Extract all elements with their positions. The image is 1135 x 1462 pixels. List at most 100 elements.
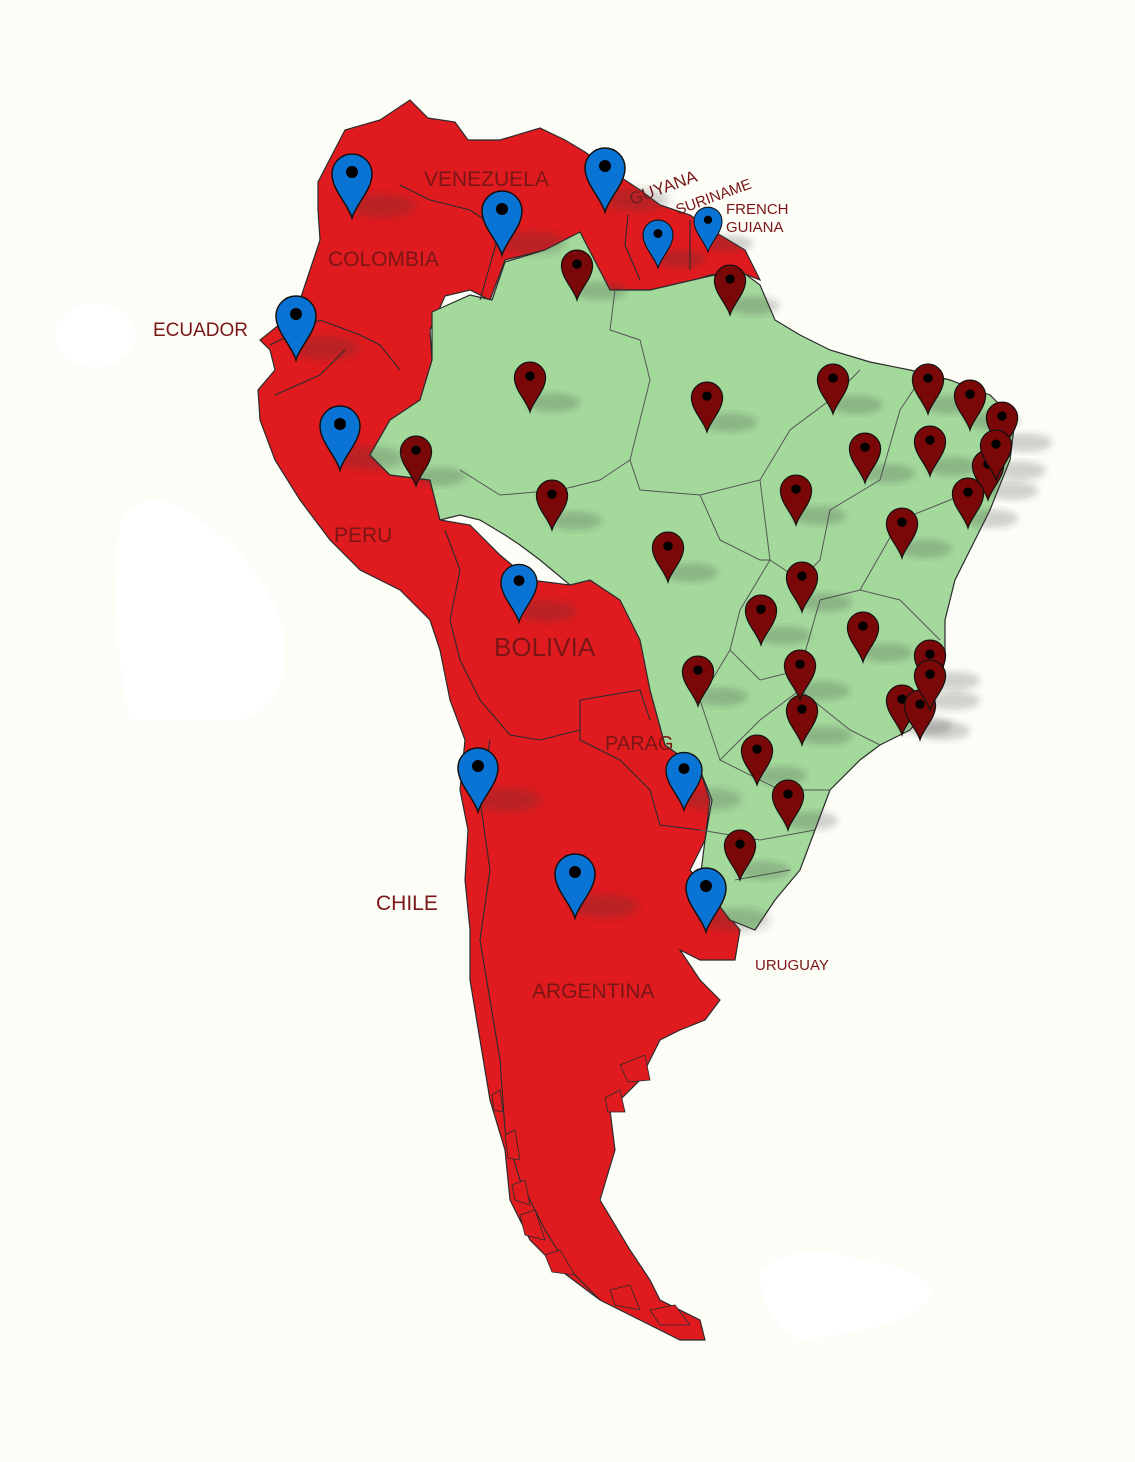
- country-pin-french-guiana[interactable]: [693, 206, 753, 254]
- label-french-guiana-2: GUIANA: [726, 219, 784, 236]
- country-labels: VENEZUELA GUYANA SURINAME FRENCH GUIANA …: [153, 167, 829, 1003]
- state-pin-31[interactable]: [783, 649, 850, 703]
- map-pin-icon: [642, 219, 674, 271]
- background-blobs: [55, 303, 932, 1340]
- state-pin-14[interactable]: [779, 474, 846, 528]
- country-pin-argentina[interactable]: [554, 853, 639, 921]
- pin-shadow: [515, 600, 577, 622]
- state-pin-5[interactable]: [816, 363, 883, 417]
- map-pin-icon: [744, 594, 778, 648]
- state-pin-4[interactable]: [690, 381, 757, 435]
- pin-shadow: [998, 433, 1052, 452]
- pin-dot: [653, 229, 663, 238]
- pin-shadow: [412, 467, 466, 486]
- pin-shadow: [926, 457, 980, 476]
- state-pin-18[interactable]: [785, 561, 852, 615]
- pin-dot: [860, 442, 870, 452]
- state-pin-8[interactable]: [985, 401, 1052, 455]
- pin-shadow: [898, 539, 952, 558]
- pin-dot: [756, 604, 766, 614]
- map-pin-icon: [723, 829, 757, 883]
- pin-dot: [991, 439, 1001, 449]
- pin-dot: [693, 665, 703, 675]
- pin-dot: [547, 489, 557, 499]
- map-pin-icon: [500, 563, 538, 625]
- map-pin-icon: [816, 363, 850, 417]
- map-pin-icon: [535, 479, 569, 533]
- map-pin-icon: [481, 190, 523, 258]
- map-pin-icon: [783, 649, 817, 703]
- pin-shadow: [680, 788, 742, 810]
- map-pin-icon: [331, 153, 373, 221]
- country-pin-chile[interactable]: [457, 747, 542, 815]
- label-chile: CHILE: [376, 892, 438, 915]
- map-pin-icon: [690, 381, 724, 435]
- pin-dot: [965, 389, 975, 399]
- pin-shadow: [705, 235, 753, 252]
- label-argentina: ARGENTINA: [532, 980, 655, 1003]
- state-pin-11[interactable]: [913, 425, 980, 479]
- map-pin-icon: [885, 507, 919, 561]
- country-pin-colombia[interactable]: [331, 153, 416, 221]
- state-pin-22[interactable]: [681, 655, 748, 709]
- pin-dot: [997, 411, 1007, 421]
- state-pin-16[interactable]: [885, 507, 952, 561]
- country-pin-uruguay[interactable]: [685, 867, 770, 935]
- state-pin-28[interactable]: [979, 429, 1046, 483]
- pin-dot: [663, 541, 673, 551]
- state-pin-26[interactable]: [771, 779, 838, 833]
- state-pin-23[interactable]: [785, 694, 852, 748]
- state-pin-9[interactable]: [399, 435, 466, 489]
- label-ecuador: ECUADOR: [153, 320, 248, 341]
- state-pin-30[interactable]: [913, 659, 980, 713]
- pin-shadow: [571, 894, 639, 918]
- country-pin-bolivia[interactable]: [500, 563, 577, 625]
- pin-shadow: [992, 461, 1046, 480]
- map-pin-icon: [681, 655, 715, 709]
- state-pin-13[interactable]: [535, 479, 602, 533]
- pin-dot: [752, 744, 762, 754]
- state-pin-2[interactable]: [713, 264, 780, 318]
- map-pin-icon: [665, 751, 703, 813]
- country-pin-suriname[interactable]: [642, 219, 706, 271]
- pin-dot: [472, 760, 484, 772]
- state-pin-10[interactable]: [848, 432, 915, 486]
- pin-shadow: [336, 446, 404, 470]
- country-pin-ecuador[interactable]: [275, 295, 360, 363]
- pin-shadow: [861, 464, 915, 483]
- pin-shadow: [694, 687, 748, 706]
- state-pin-20[interactable]: [846, 611, 913, 665]
- map-pin-icon: [779, 474, 813, 528]
- map-pin-icon: [951, 477, 985, 531]
- state-pin-27[interactable]: [723, 829, 790, 883]
- country-pin-peru[interactable]: [319, 405, 404, 473]
- country-pin-paraguay[interactable]: [665, 751, 742, 813]
- country-pin-venezuela-east[interactable]: [584, 147, 669, 215]
- state-pin-1[interactable]: [560, 249, 627, 303]
- pin-shadow: [736, 861, 790, 880]
- pin-dot: [897, 517, 907, 527]
- pin-shadow: [703, 413, 757, 432]
- pin-dot: [828, 373, 838, 383]
- state-pin-15[interactable]: [951, 477, 1018, 531]
- map-pin-icon: [846, 611, 880, 665]
- pin-dot: [925, 435, 935, 445]
- state-pin-17[interactable]: [651, 531, 718, 585]
- state-pin-19[interactable]: [744, 594, 811, 648]
- pin-dot: [513, 575, 525, 586]
- state-pin-25[interactable]: [740, 734, 807, 788]
- pin-shadow: [796, 681, 850, 700]
- map-pin-icon: [693, 206, 723, 254]
- map-pin-icon: [554, 853, 596, 921]
- pin-shadow: [573, 281, 627, 300]
- country-pin-venezuela-west[interactable]: [481, 190, 566, 258]
- pin-dot: [791, 484, 801, 494]
- pin-dot: [795, 659, 805, 669]
- pin-dot: [678, 763, 690, 774]
- label-bolivia: BOLIVIA: [494, 632, 596, 662]
- pin-dot: [496, 203, 508, 215]
- pin-shadow: [916, 721, 970, 740]
- label-french-guiana-1: FRENCH: [726, 201, 789, 218]
- state-pin-3[interactable]: [513, 361, 580, 415]
